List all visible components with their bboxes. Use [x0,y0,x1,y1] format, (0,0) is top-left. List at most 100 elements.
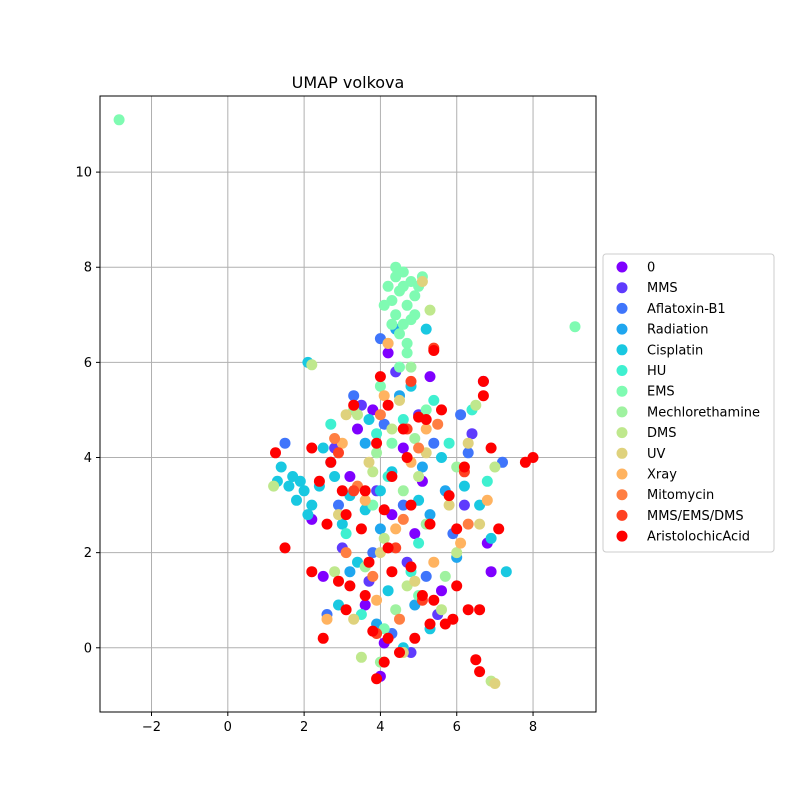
data-point [470,654,482,666]
data-point [443,437,455,449]
y-tick-label: 6 [84,356,92,371]
data-point [462,437,474,449]
data-point [371,428,383,440]
data-point [333,509,344,521]
legend-marker [616,509,628,521]
data-point [390,271,402,283]
y-tick-label: 0 [84,641,92,656]
data-point [340,547,352,559]
data-point [371,673,383,685]
data-point [428,594,440,606]
data-point [424,371,436,383]
data-point [294,475,306,487]
data-point [363,556,375,568]
data-point [458,499,470,511]
data-point [386,318,398,330]
data-point [474,666,486,678]
data-point [424,509,436,521]
data-point [416,461,428,473]
data-point [451,547,463,559]
data-point [317,442,329,454]
data-point [409,632,421,644]
data-point [424,618,436,630]
data-point [340,409,352,421]
data-point [382,347,394,359]
data-point [317,570,329,582]
data-point [436,604,447,616]
data-point [409,309,421,321]
data-point [436,585,447,597]
data-point [436,404,447,416]
data-point [397,513,409,525]
y-tick-label: 8 [84,261,92,276]
data-point [477,390,489,402]
legend-label: AristolochicAcid [647,530,750,545]
data-point [428,345,440,356]
legend-label: Aflatoxin-B1 [647,302,726,317]
data-point [367,570,379,582]
grid [100,96,596,712]
data-point [420,404,432,416]
data-point [279,542,291,554]
data-point [382,542,394,554]
data-point [359,590,371,601]
data-point [424,304,436,316]
data-point [409,528,421,540]
legend-label: Cisplatin [647,343,703,358]
data-point [458,480,470,492]
legend-marker [616,447,628,459]
data-point [489,461,501,473]
x-axis: −2 0 2 4 6 8 [142,712,537,735]
series-group [329,409,474,625]
data-point [374,371,386,383]
series-group [321,337,493,625]
data-point [394,361,405,373]
x-tick-label: −2 [142,720,161,735]
data-point [401,347,413,359]
data-point [443,490,455,502]
data-point [397,414,409,425]
data-point [386,566,398,578]
data-point [378,299,390,311]
legend-marker [616,489,628,501]
legend-marker [616,427,628,439]
legend-label: UV [647,447,666,462]
series-group [270,345,539,685]
legend-marker [616,530,628,542]
data-point [275,461,287,473]
data-point [352,423,363,435]
data-point [477,375,489,387]
data-point [428,556,440,568]
legend-marker [616,323,628,335]
data-point [409,433,421,444]
chart-title: UMAP volkova [292,73,405,92]
data-point [279,437,291,449]
data-point [306,442,318,454]
data-point [527,452,539,463]
data-point [317,632,329,644]
legend-marker [616,468,628,480]
data-point [374,409,386,421]
data-point [397,499,409,511]
data-point [397,423,409,435]
data-point [374,523,386,535]
data-point [470,399,482,411]
data-point [371,447,383,459]
legend-label: EMS [647,385,675,400]
data-point [462,604,474,616]
y-tick-label: 10 [75,166,92,181]
data-point [348,390,360,402]
legend-label: DMS [647,426,676,441]
data-point [462,447,474,459]
legend-label: Mitomycin [647,488,714,503]
data-point [359,485,371,497]
data-point [348,485,360,497]
legend-marker [616,344,628,356]
data-point [359,437,371,449]
data-point [291,494,302,506]
data-point [397,280,409,292]
data-point [428,437,440,449]
data-point [374,380,386,392]
data-point [306,359,318,371]
